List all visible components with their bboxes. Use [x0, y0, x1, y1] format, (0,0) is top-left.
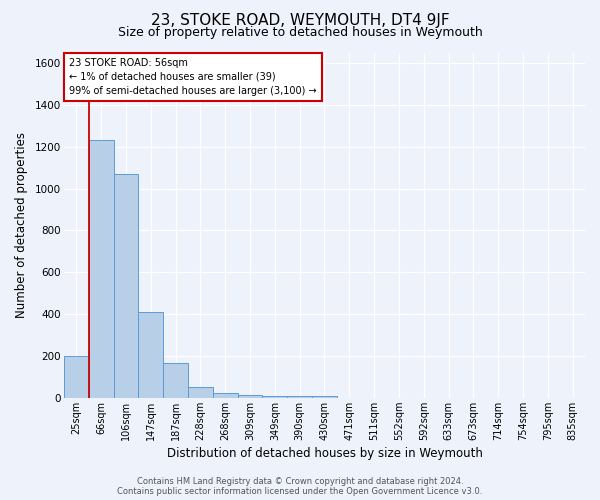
Bar — [262, 396, 287, 398]
Bar — [64, 356, 89, 398]
Text: Size of property relative to detached houses in Weymouth: Size of property relative to detached ho… — [118, 26, 482, 39]
Text: 23 STOKE ROAD: 56sqm
← 1% of detached houses are smaller (39)
99% of semi-detach: 23 STOKE ROAD: 56sqm ← 1% of detached ho… — [69, 58, 317, 96]
Bar — [113, 174, 139, 398]
Bar — [89, 140, 113, 398]
Bar — [163, 363, 188, 398]
Bar — [139, 312, 163, 398]
Bar — [213, 392, 238, 398]
Bar — [312, 396, 337, 398]
Y-axis label: Number of detached properties: Number of detached properties — [15, 132, 28, 318]
Bar — [238, 394, 262, 398]
Bar — [188, 388, 213, 398]
Text: Contains HM Land Registry data © Crown copyright and database right 2024.
Contai: Contains HM Land Registry data © Crown c… — [118, 476, 482, 496]
Bar — [287, 396, 312, 398]
Text: 23, STOKE ROAD, WEYMOUTH, DT4 9JF: 23, STOKE ROAD, WEYMOUTH, DT4 9JF — [151, 12, 449, 28]
X-axis label: Distribution of detached houses by size in Weymouth: Distribution of detached houses by size … — [167, 447, 482, 460]
